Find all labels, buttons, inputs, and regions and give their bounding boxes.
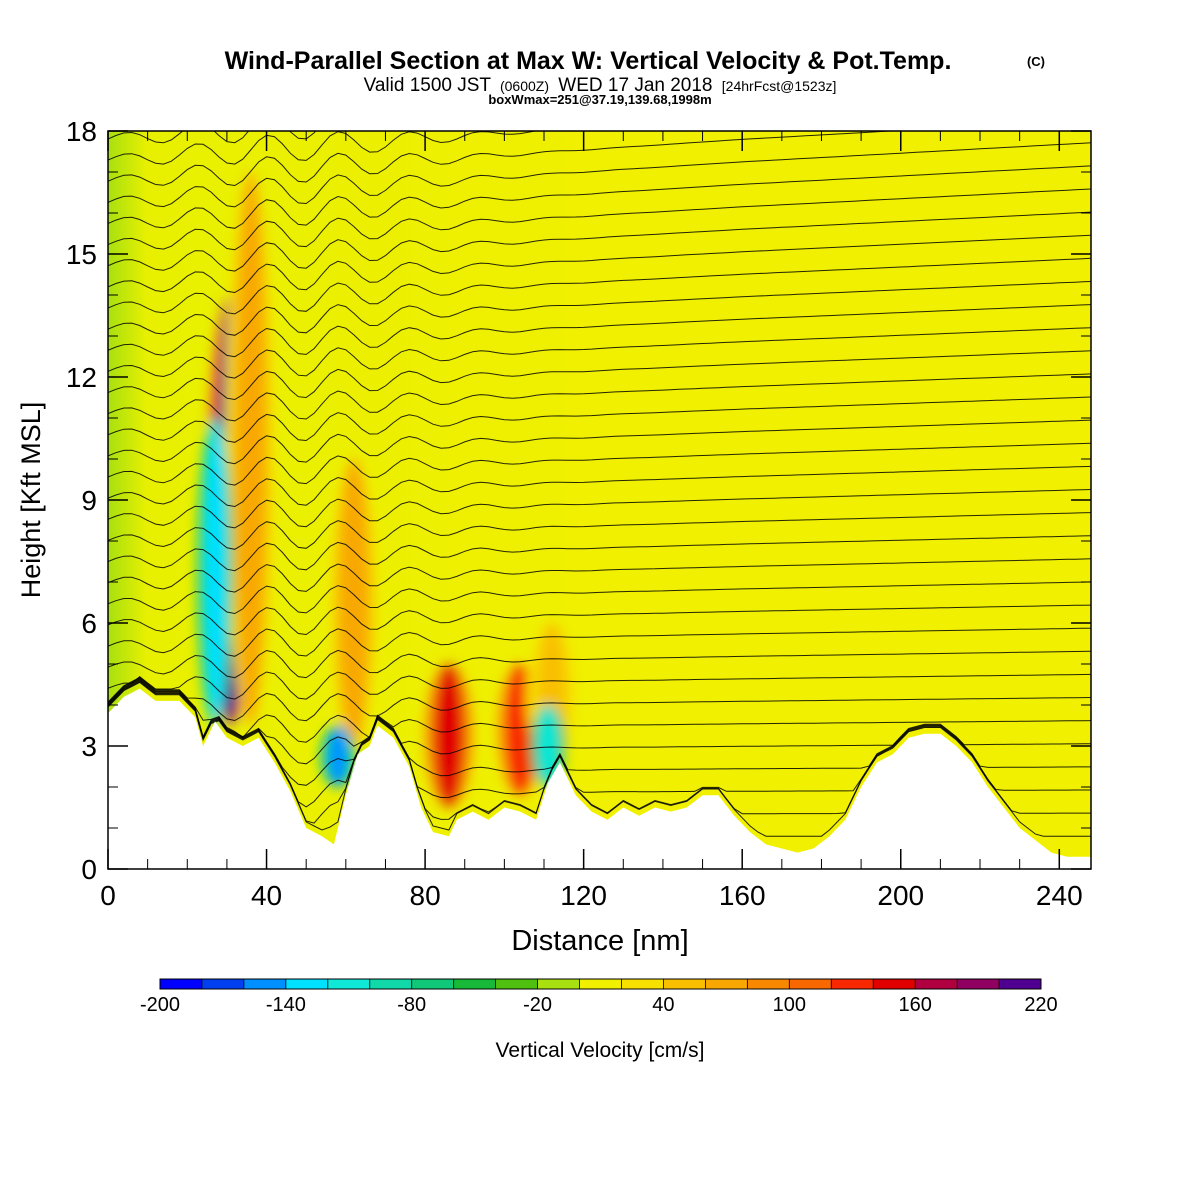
x-tick-label-40: 40 xyxy=(251,880,282,911)
theta-contour-28 xyxy=(108,188,1091,251)
theta-contour-18 xyxy=(108,419,1091,465)
colorbar-swatch-17 xyxy=(873,979,916,989)
theta-contour-21 xyxy=(108,350,1091,401)
colorbar-swatch-3 xyxy=(285,979,329,989)
theta-contour-30 xyxy=(108,142,1091,208)
theta-contour-12 xyxy=(108,558,1091,593)
y-tick-label-12: 12 xyxy=(66,362,97,393)
colorbar-tick-label-1: -140 xyxy=(266,994,306,1016)
colorbar-swatch-13 xyxy=(705,979,748,989)
theta-contour-7 xyxy=(108,671,1091,700)
potential-temperature-contours xyxy=(108,131,1091,837)
y-tick-label-3: 3 xyxy=(81,731,97,762)
theta-contour-6 xyxy=(108,676,1091,722)
colorbar-tick-label-0: -200 xyxy=(140,994,180,1016)
colorbar-swatch-16 xyxy=(831,979,874,989)
colorbar-swatch-12 xyxy=(663,979,706,989)
colorbar-swatch-10 xyxy=(579,979,622,989)
colorbar-tick-label-5: 100 xyxy=(773,994,806,1016)
x-tick-label-200: 200 xyxy=(877,880,924,911)
theta-contour-24 xyxy=(108,281,1091,336)
chart-title: Wind-Parallel Section at Max W: Vertical… xyxy=(225,47,952,75)
colorbar-swatch-14 xyxy=(747,979,790,989)
colorbar-swatch-6 xyxy=(411,979,455,989)
terrain xyxy=(108,688,1091,869)
colorbar-tick-label-2: -80 xyxy=(397,994,426,1016)
theta-contour-8 xyxy=(108,649,1091,679)
y-axis-label: Height [Kft MSL] xyxy=(16,402,46,599)
x-tick-label-160: 160 xyxy=(719,880,766,911)
colorbar-swatch-11 xyxy=(621,979,664,989)
x-tick-label-120: 120 xyxy=(560,880,607,911)
subtitle-valid: Valid 1500 JST xyxy=(364,75,492,96)
updraft-cell-3-level-3 xyxy=(434,664,464,808)
theta-contour-10 xyxy=(108,604,1091,636)
axes: 0 40 80 120 160 200 240 0 3 6 9 12 15 18 xyxy=(66,116,1091,911)
colorbar-swatch-5 xyxy=(369,979,413,989)
y-tick-label-15: 15 xyxy=(66,239,97,270)
theta-contour-20 xyxy=(108,373,1091,422)
x-axis-label: Distance [nm] xyxy=(511,925,688,957)
colorbar-swatch-15 xyxy=(789,979,832,989)
colorbar-frame xyxy=(159,978,1042,990)
theta-contour-15 xyxy=(108,489,1091,529)
colorbar-swatch-8 xyxy=(495,979,539,989)
theta-contour-13 xyxy=(108,535,1091,572)
theta-contour-22 xyxy=(108,327,1091,379)
downdraft-cell-0-level-3 xyxy=(205,418,225,726)
colorbar-tick-label-7: 220 xyxy=(1024,994,1057,1016)
theta-contour-19 xyxy=(108,396,1091,443)
colorbar-swatch-20 xyxy=(999,979,1042,989)
y-tick-label-18: 18 xyxy=(66,116,97,147)
theta-contour-4 xyxy=(108,678,1091,765)
theta-contour-25 xyxy=(108,257,1091,315)
colorbar-swatch-2 xyxy=(243,979,287,989)
subtitle-box: boxWmax=251@37.19,139.68,1998m xyxy=(488,92,711,107)
x-tick-label-240: 240 xyxy=(1036,880,1083,911)
theta-contour-17 xyxy=(108,442,1091,486)
colorbar: -200 -140 -80 -20 40 100 160 220 xyxy=(140,978,1058,1016)
x-tick-label-80: 80 xyxy=(410,880,441,911)
subtitle-date: WED 17 Jan 2018 xyxy=(558,75,712,96)
theta-contour-32 xyxy=(108,131,539,165)
colorbar-tick-label-3: -20 xyxy=(523,994,552,1016)
colorbar-tick-label-4: 40 xyxy=(652,994,674,1016)
colorbar-label: Vertical Velocity [cm/s] xyxy=(496,1039,705,1062)
colorbar-tick-label-6: 160 xyxy=(898,994,931,1016)
subtitle-fcst: [24hrFcst@1523z] xyxy=(722,78,837,94)
y-tick-label-9: 9 xyxy=(81,485,97,516)
y-tick-label-0: 0 xyxy=(81,854,97,885)
colorbar-swatch-18 xyxy=(915,979,958,989)
theta-contour-16 xyxy=(108,465,1091,508)
theta-contour-5 xyxy=(108,677,1091,743)
colorbar-swatch-19 xyxy=(957,979,1000,989)
theta-contour-9 xyxy=(108,627,1091,657)
subtitle-valid-line: Valid 1500 JST (0600Z) WED 17 Jan 2018 [… xyxy=(364,75,837,96)
colorbar-swatch-9 xyxy=(537,979,581,989)
velocity-field xyxy=(197,172,578,808)
x-tick-label-0: 0 xyxy=(100,880,116,911)
theta-contour-23 xyxy=(108,304,1091,358)
theta-contour-11 xyxy=(108,581,1091,615)
copyright-mark: (C) xyxy=(1027,54,1045,69)
updraft-cell-2-level-3 xyxy=(339,459,369,746)
plot-area xyxy=(108,131,1091,869)
theta-contour-27 xyxy=(108,211,1091,272)
colorbar-swatch-7 xyxy=(453,979,497,989)
theta-contour-29 xyxy=(108,165,1091,229)
theta-contour-3 xyxy=(108,679,1091,786)
colorbar-swatch-0 xyxy=(160,979,203,989)
colorbar-swatch-4 xyxy=(327,979,371,989)
theta-contour-31 xyxy=(108,131,900,187)
downdraft-cell-1-level-3 xyxy=(327,725,348,787)
colorbar-swatch-1 xyxy=(201,979,245,989)
y-tick-label-6: 6 xyxy=(81,608,97,639)
subtitle-utc: (0600Z) xyxy=(500,78,549,94)
theta-contour-26 xyxy=(108,234,1091,294)
theta-contour-14 xyxy=(108,512,1091,550)
